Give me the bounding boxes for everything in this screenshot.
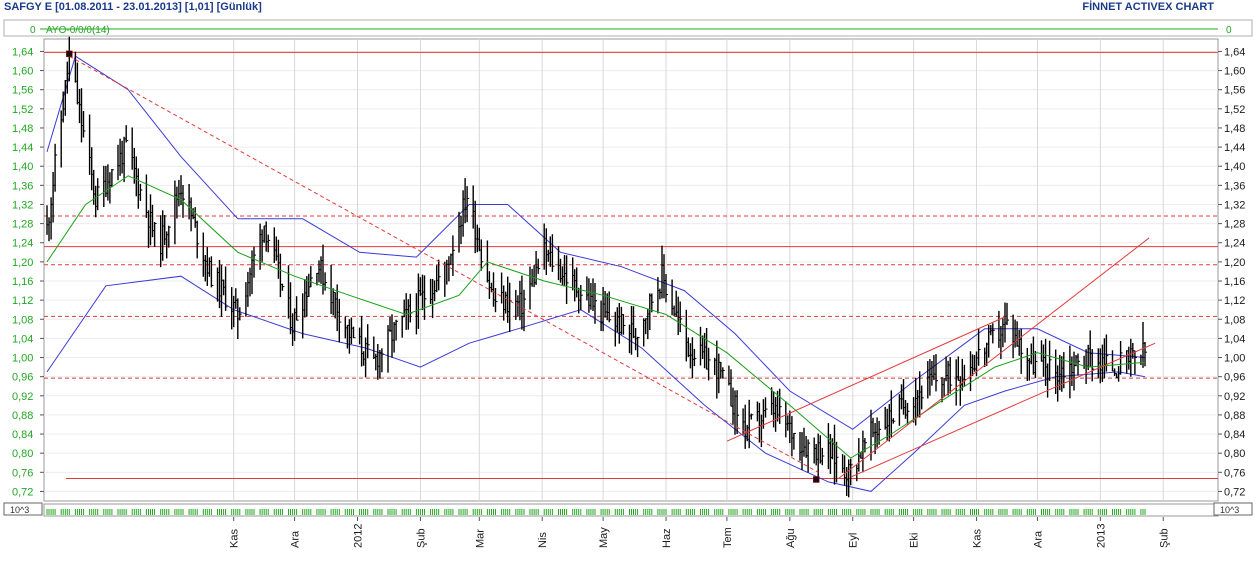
x-tick-label: Nis (537, 532, 549, 548)
x-tick-label: Tem (722, 527, 734, 548)
bollinger-bands (46, 55, 1146, 492)
y-tick-label-right: 1,40 (1224, 161, 1245, 173)
volume-unit-right: 10^3 (1220, 505, 1239, 515)
y-tick-label-left: 0,92 (12, 391, 33, 403)
y-tick-label-right: 0,88 (1224, 410, 1245, 422)
volume-unit-right-box (1213, 502, 1253, 516)
y-axis-left: 1,64 1,60 1,56 1,52 1,48 1,44 1,40 1,36 1,32 1,28… (12, 46, 44, 498)
x-tick-label: Mar (474, 529, 486, 548)
x-tick-label: 2013 (1095, 524, 1107, 548)
horizontal-levels (44, 51, 1218, 480)
y-tick-label-left: 1,36 (12, 180, 33, 192)
markers (66, 50, 820, 483)
y-tick-label-right: 1,36 (1224, 180, 1245, 192)
y-tick-label-right: 1,04 (1224, 333, 1245, 345)
grid (44, 39, 1218, 501)
y-tick-label-right: 1,08 (1224, 314, 1245, 326)
lower-band-line (46, 275, 1146, 492)
y-tick-label-right: 0,92 (1224, 391, 1245, 403)
y-tick-label-right: 1,24 (1224, 238, 1245, 250)
y-tick-label-right: 1,00 (1224, 353, 1245, 365)
y-tick-label-left: 1,12 (12, 295, 33, 307)
x-tick-label: Şub (1158, 528, 1170, 548)
y-tick-label-left: 1,24 (12, 238, 33, 250)
x-tick-label: Kas (972, 529, 984, 548)
y-tick-label-right: 0,80 (1224, 448, 1245, 460)
y-tick-label-right: 1,56 (1224, 85, 1245, 97)
y-tick-label-left: 0,88 (12, 410, 33, 422)
trend-line (850, 342, 1156, 478)
y-tick-label-left: 1,28 (12, 219, 33, 231)
y-tick-label-right: 0,76 (1224, 467, 1245, 479)
indicator-panel (3, 19, 1253, 37)
x-tick-label: Haz (661, 528, 673, 548)
y-tick-label-left: 1,44 (12, 142, 33, 154)
y-tick-label-right: 1,52 (1224, 104, 1245, 116)
y-tick-label-left: 1,48 (12, 123, 33, 135)
y-tick-label-right: 0,84 (1224, 429, 1245, 441)
brand-title: FİNNET ACTIVEX CHART (1082, 1, 1214, 13)
indicator-zero-left: 0 (30, 25, 36, 36)
y-tick-label-left: 1,40 (12, 161, 33, 173)
y-tick-label-left: 1,08 (12, 314, 33, 326)
trend-line (838, 237, 1150, 479)
y-tick-label-right: 1,44 (1224, 142, 1245, 154)
y-tick-label-left: 1,32 (12, 199, 33, 211)
y-tick-label-left: 1,20 (12, 257, 33, 269)
y-tick-label-left: 1,04 (12, 333, 33, 345)
x-axis: Kas Ara 2012 Şub Mar Nis May Haz Tem Ağu Eyl Eki Kas… (229, 517, 1170, 548)
extreme-marker (66, 50, 73, 58)
y-tick-label-right: 0,96 (1224, 372, 1245, 384)
x-tick-label: Şub (415, 528, 427, 548)
volume-unit-left: 10^3 (10, 505, 29, 515)
moving-average-line (46, 175, 1146, 459)
x-tick-label: Ara (1032, 530, 1044, 548)
upper-band-line (46, 55, 1146, 430)
symbol-info: SAFGY E [01.08.2011 - 23.01.2013] [1,01]… (4, 1, 262, 13)
y-tick-label-left: 0,96 (12, 372, 33, 384)
y-tick-label-right: 1,20 (1224, 257, 1245, 269)
y-tick-label-left: 1,00 (12, 353, 33, 365)
x-tick-label: Kas (229, 529, 241, 548)
y-tick-label-right: 1,32 (1224, 199, 1245, 211)
trend-line (726, 316, 1006, 442)
y-tick-label-left: 1,60 (12, 66, 33, 78)
trend-line (69, 55, 819, 473)
x-tick-label: May (598, 527, 610, 548)
y-tick-label-left: 0,80 (12, 448, 33, 460)
y-tick-label-right: 1,48 (1224, 123, 1245, 135)
y-tick-label-right: 1,12 (1224, 295, 1245, 307)
y-tick-label-right: 1,64 (1224, 46, 1245, 58)
y-axis-right: 1,64 1,60 1,56 1,52 1,48 1,44 1,40 1,36 1,32 1,28… (1218, 46, 1245, 498)
indicator-zero-right: 0 (1226, 25, 1232, 36)
extreme-marker (812, 476, 820, 483)
y-tick-label-right: 0,72 (1224, 486, 1245, 498)
x-tick-label: Eyl (848, 533, 860, 548)
x-tick-label: Ara (290, 530, 302, 548)
indicator-caption: AYO-0/0/0(14) (46, 25, 110, 36)
y-tick-label-left: 1,56 (12, 85, 33, 97)
y-tick-label-left: 0,76 (12, 467, 33, 479)
y-tick-label-right: 1,60 (1224, 66, 1245, 78)
x-tick-label: 2012 (353, 524, 365, 548)
y-tick-label-left: 0,72 (12, 486, 33, 498)
y-tick-label-left: 0,84 (12, 429, 33, 441)
y-tick-label-left: 1,52 (12, 104, 33, 116)
moving-average (46, 175, 1146, 459)
trend-lines (69, 55, 1156, 479)
x-tick-label: Ağu (785, 528, 797, 548)
volume-unit-left-box (3, 502, 43, 516)
x-tick-label: Eki (909, 533, 921, 548)
y-tick-label-left: 1,64 (12, 46, 33, 58)
y-tick-label-right: 1,28 (1224, 219, 1245, 231)
y-tick-label-left: 1,16 (12, 276, 33, 288)
volume-ticks (46, 509, 1146, 515)
y-tick-label-right: 1,16 (1224, 276, 1245, 288)
